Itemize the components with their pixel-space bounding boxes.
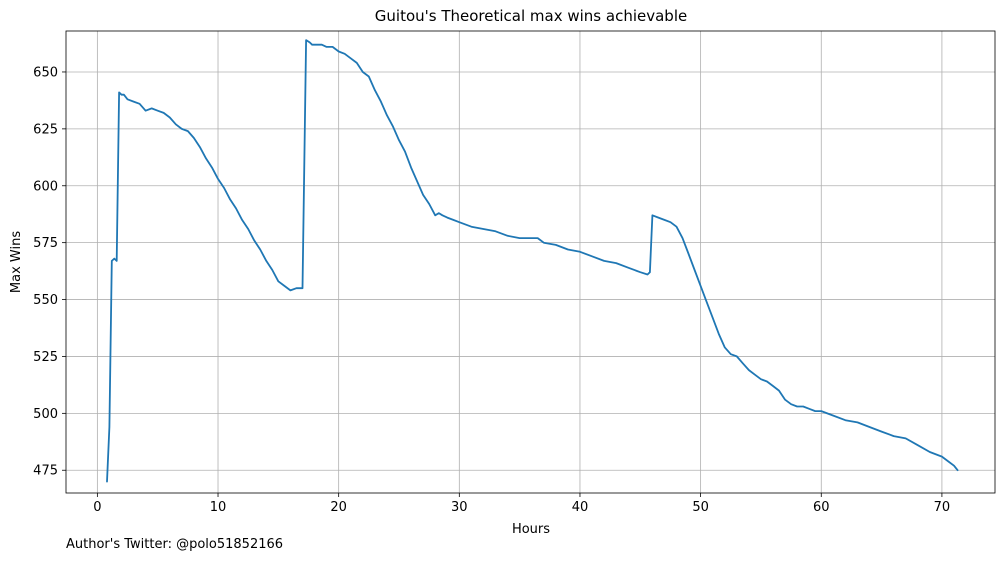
y-tick-label: 475: [33, 464, 58, 479]
y-tick-label: 525: [33, 350, 58, 365]
x-tick-label: 50: [692, 500, 709, 515]
x-tick-label: 70: [934, 500, 951, 515]
y-tick-label: 650: [33, 65, 58, 80]
series-layer: [106, 39, 959, 483]
series-line: [106, 39, 959, 483]
plot-frame: [65, 30, 996, 494]
y-axis-ticks: 475 500 525 550 575 600 625 650: [33, 65, 66, 479]
chart-title: Guitou's Theoretical max wins achievable: [375, 7, 687, 25]
y-tick-label: 625: [33, 122, 58, 137]
y-axis-label: Max Wins: [9, 231, 24, 293]
y-tick-label: 500: [33, 407, 58, 422]
y-tick-label: 575: [33, 236, 58, 251]
y-tick-label: 550: [33, 293, 58, 308]
grid: [66, 31, 995, 493]
y-tick-label: 600: [33, 179, 58, 194]
x-tick-label: 10: [210, 500, 227, 515]
x-tick-label: 20: [330, 500, 347, 515]
x-tick-label: 60: [813, 500, 830, 515]
author-credit: Author's Twitter: @polo51852166: [66, 537, 284, 552]
x-axis-label: Hours: [512, 522, 550, 537]
x-axis-ticks: 0 10 20 30 40 50 60 70: [93, 493, 950, 515]
x-tick-label: 40: [572, 500, 589, 515]
x-tick-label: 30: [451, 500, 468, 515]
x-tick-label: 0: [93, 500, 101, 515]
